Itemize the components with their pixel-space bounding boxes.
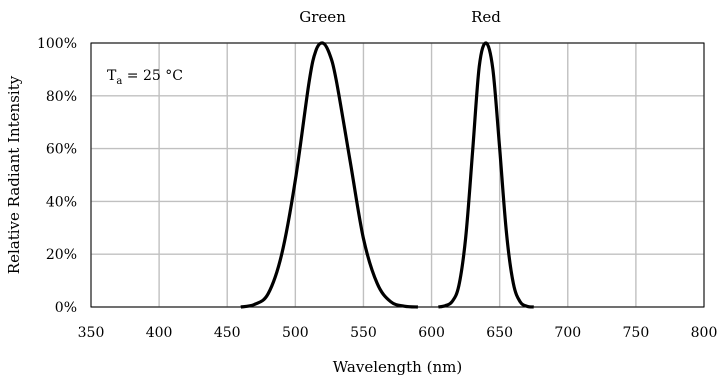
x-tick-label: 700 <box>554 325 581 341</box>
plot-frame <box>90 42 705 308</box>
x-tick-label: 500 <box>282 325 309 341</box>
x-tick-label: 350 <box>78 325 105 341</box>
x-tick-label: 650 <box>486 325 513 341</box>
y-tick-label: 60% <box>46 142 77 158</box>
grid <box>90 42 705 308</box>
y-axis-title: Relative Radiant Intensity <box>5 75 23 274</box>
y-tick-label: 100% <box>37 36 77 52</box>
y-axis-ticks: 0% 20% 40% 60% 80% 100% <box>37 36 77 316</box>
x-axis-title: Wavelength (nm) <box>333 358 462 376</box>
x-axis-ticks: 350 400 450 500 550 600 650 700 750 800 <box>78 325 718 341</box>
series-label-red: Red <box>471 8 501 26</box>
x-tick-label: 450 <box>214 325 241 341</box>
y-tick-label: 80% <box>46 89 77 105</box>
x-tick-label: 550 <box>350 325 377 341</box>
y-tick-label: 40% <box>46 194 77 210</box>
x-tick-label: 600 <box>418 325 445 341</box>
y-tick-label: 0% <box>55 300 77 316</box>
series-label-green: Green <box>299 8 346 26</box>
series-line-red <box>438 41 534 309</box>
x-tick-label: 800 <box>691 325 718 341</box>
series-labels: Green Red <box>299 8 501 26</box>
annotation-rest: = 25 °C <box>122 68 183 84</box>
series-layer <box>240 41 534 309</box>
temperature-annotation: Ta = 25 °C <box>107 68 183 87</box>
annotation-main: T <box>107 68 117 84</box>
x-tick-label: 750 <box>623 325 650 341</box>
x-tick-label: 400 <box>146 325 173 341</box>
annotation-subscript: a <box>116 76 122 87</box>
series-line-green <box>240 41 418 309</box>
y-tick-label: 20% <box>46 247 77 263</box>
